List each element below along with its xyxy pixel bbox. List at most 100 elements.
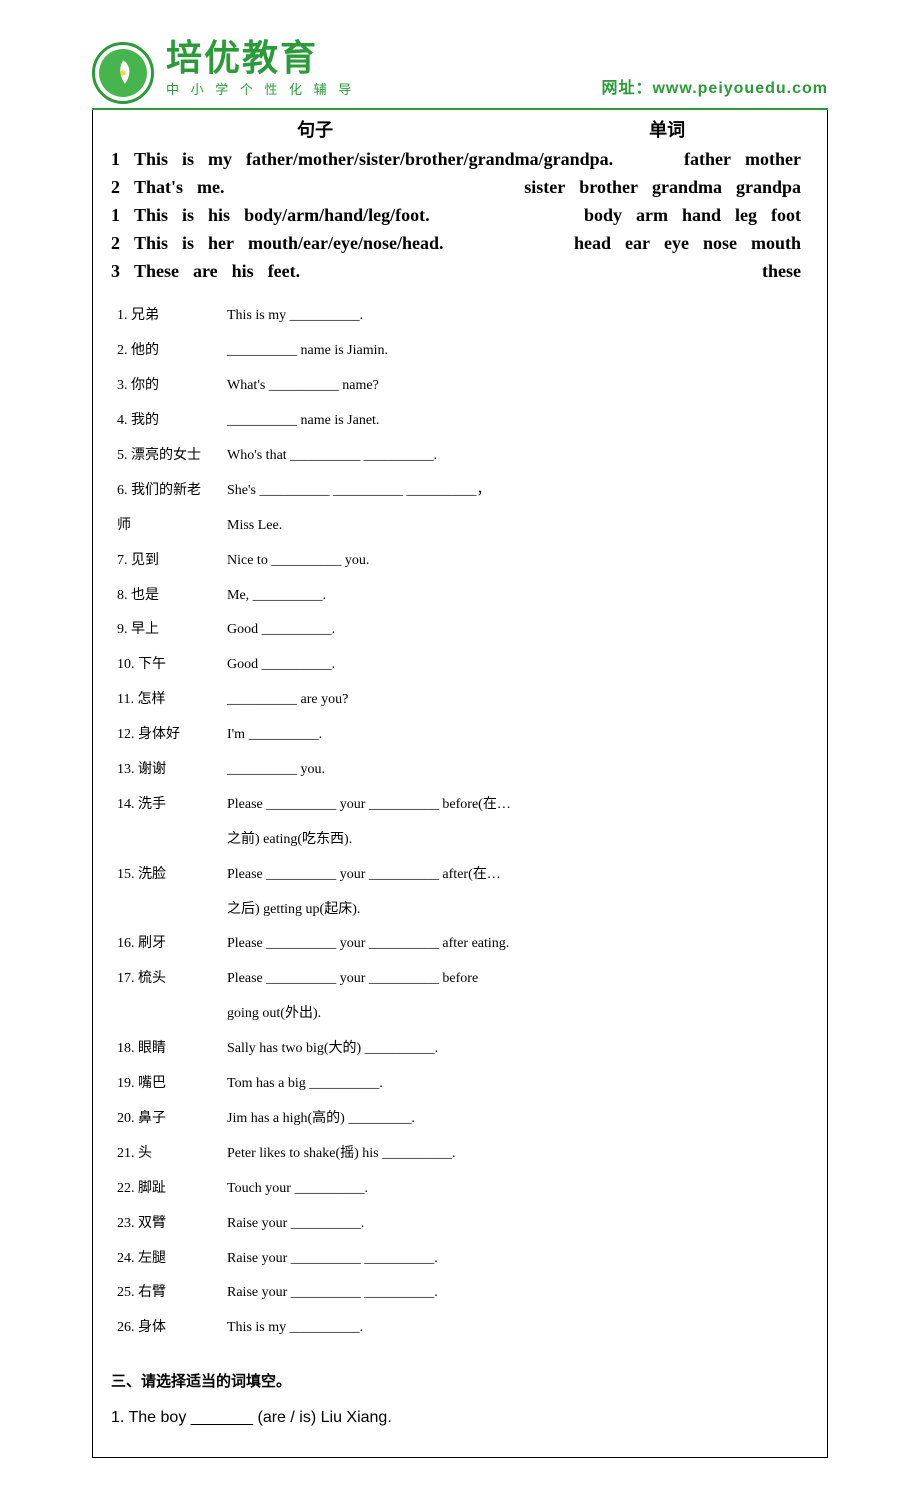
brand-block: 培优教育 中 小 学 个 性 化 辅 导: [166, 40, 355, 98]
sentence-word: mouth/ear/eye/nose/head.: [248, 230, 444, 258]
vocab-word: nose: [703, 230, 737, 258]
exercise-row: 2. 他的__________ name is Jiamin.: [117, 340, 815, 362]
section3-item1: 1. The boy _______ (are / is) Liu Xiang.: [111, 1409, 815, 1427]
exercise-sentence: Please __________ your __________ after …: [227, 933, 815, 955]
exercise-row: 20. 鼻子Jim has a high(高的) _________.: [117, 1108, 815, 1130]
exercise-row: 23. 双臂Raise your __________.: [117, 1213, 815, 1235]
exercise-label: 13. 谢谢: [117, 759, 227, 781]
exercise-label: 4. 我的: [117, 410, 227, 432]
exercise-row: 13. 谢谢__________ you.: [117, 759, 815, 781]
sentence-number: 3: [111, 258, 120, 286]
exercise-list: 1. 兄弟This is my __________.2. 他的________…: [117, 305, 815, 1339]
exercise-row: 25. 右臂Raise your __________ __________.: [117, 1282, 815, 1304]
vocab-word: ear: [625, 230, 650, 258]
sentence-word: This: [134, 146, 168, 174]
exercise-label-cont: 师: [117, 515, 227, 537]
vocab-word: hand: [682, 202, 721, 230]
website-url: 网址：www.peiyouedu.com: [601, 74, 828, 98]
exercise-label: 5. 漂亮的女士: [117, 445, 227, 467]
exercise-sentence: __________ are you?: [227, 689, 815, 711]
exercise-sentence: Raise your __________ __________.: [227, 1248, 815, 1270]
exercise-sentence: Good __________.: [227, 619, 815, 641]
exercise-row: 21. 头Peter likes to shake(摇) his _______…: [117, 1143, 815, 1165]
sentence-word: her: [208, 230, 234, 258]
exercise-row: 9. 早上Good __________.: [117, 619, 815, 641]
exercise-sentence: Nice to __________ you.: [227, 550, 815, 572]
sentence-word: is: [182, 146, 194, 174]
exercise-label: 25. 右臂: [117, 1282, 227, 1304]
col-header-words: 单词: [519, 116, 815, 142]
sentence-block: 1Thisismyfather/mother/sister/brother/gr…: [111, 146, 815, 285]
exercise-sentence: Tom has a big __________.: [227, 1073, 815, 1095]
exercise-row: 8. 也是Me, __________.: [117, 585, 815, 607]
exercise-label: 14. 洗手: [117, 794, 227, 816]
exercise-sentence: This is my __________.: [227, 1317, 815, 1339]
sentence-row: 3Thesearehisfeet.these: [111, 258, 815, 286]
exercise-label: 22. 脚趾: [117, 1178, 227, 1200]
sentence-number: 1: [111, 146, 120, 174]
vocab-word: arm: [636, 202, 668, 230]
exercise-row: 5. 漂亮的女士Who's that __________ __________…: [117, 445, 815, 467]
exercise-row-cont: 之后) getting up(起床).: [117, 899, 815, 921]
sentence-number: 2: [111, 174, 120, 202]
exercise-label: 15. 洗脸: [117, 864, 227, 886]
sentence-word: This: [134, 230, 168, 258]
sentence-row: 2That'sme.sisterbrothergrandmagrandpa: [111, 174, 815, 202]
exercise-sentence: Who's that __________ __________.: [227, 445, 815, 467]
exercise-row: 19. 嘴巴Tom has a big __________.: [117, 1073, 815, 1095]
exercise-label: 18. 眼睛: [117, 1038, 227, 1060]
sentence-row: 1 Thisismy father/mother/sister/brother/gr…: [111, 146, 815, 174]
exercise-row-cont: 师Miss Lee.: [117, 515, 815, 537]
exercise-label: 7. 见到: [117, 550, 227, 572]
leaf-icon: [105, 55, 141, 91]
exercise-row: 26. 身体This is my __________.: [117, 1317, 815, 1339]
vocab-word: head: [574, 230, 611, 258]
exercise-sentence: Me, __________.: [227, 585, 815, 607]
sentence-word: feet.: [268, 258, 300, 286]
exercise-label-cont: [117, 899, 227, 921]
exercise-sentence-cont: Miss Lee.: [227, 515, 815, 537]
exercise-label: 26. 身体: [117, 1317, 227, 1339]
vocab-word: foot: [771, 202, 801, 230]
exercise-row: 7. 见到Nice to __________ you.: [117, 550, 815, 572]
exercise-label: 12. 身体好: [117, 724, 227, 746]
vocab-word: brother: [579, 174, 638, 202]
exercise-row: 4. 我的__________ name is Janet.: [117, 410, 815, 432]
exercise-label: 9. 早上: [117, 619, 227, 641]
exercise-sentence: Raise your __________ __________.: [227, 1282, 815, 1304]
sentence-word: father/mother/sister/brother/grandma/gra…: [246, 146, 613, 174]
exercise-label: 11. 怎样: [117, 689, 227, 711]
sentence-word: That's: [134, 174, 183, 202]
sentence-row: 1Thisishisbody/arm/hand/leg/foot.bodyarm…: [111, 202, 815, 230]
sentence-word: is: [182, 230, 194, 258]
exercise-label-cont: [117, 1003, 227, 1025]
vocab-word: grandma: [652, 174, 722, 202]
logo-icon: [92, 42, 154, 104]
vocab-word: body: [584, 202, 622, 230]
exercise-label-cont: [117, 829, 227, 851]
exercise-label: 8. 也是: [117, 585, 227, 607]
exercise-sentence: __________ you.: [227, 759, 815, 781]
exercise-sentence: __________ name is Janet.: [227, 410, 815, 432]
exercise-label: 10. 下午: [117, 654, 227, 676]
section3-title: 三、请选择适当的词填空。: [111, 1370, 815, 1391]
exercise-sentence-cont: 之前) eating(吃东西).: [227, 829, 815, 851]
exercise-row: 10. 下午Good __________.: [117, 654, 815, 676]
sentence-word: me.: [197, 174, 224, 202]
sentence-number: 1: [111, 202, 120, 230]
sentence-word: his: [208, 202, 230, 230]
exercise-row: 16. 刷牙Please __________ your __________ …: [117, 933, 815, 955]
exercise-label: 23. 双臂: [117, 1213, 227, 1235]
exercise-row: 15. 洗脸Please __________ your __________ …: [117, 864, 815, 886]
exercise-sentence: __________ name is Jiamin.: [227, 340, 815, 362]
vocab-word: eye: [664, 230, 689, 258]
exercise-row: 22. 脚趾Touch your __________.: [117, 1178, 815, 1200]
sentence-word: This: [134, 202, 168, 230]
exercise-label: 20. 鼻子: [117, 1108, 227, 1130]
column-headers: 句子 单词: [111, 116, 815, 142]
vocab-word: father: [684, 146, 731, 174]
col-header-sentences: 句子: [111, 116, 519, 142]
exercise-sentence-cont: going out(外出).: [227, 1003, 815, 1025]
sentence-word: my: [208, 146, 232, 174]
exercise-label: 24. 左腿: [117, 1248, 227, 1270]
